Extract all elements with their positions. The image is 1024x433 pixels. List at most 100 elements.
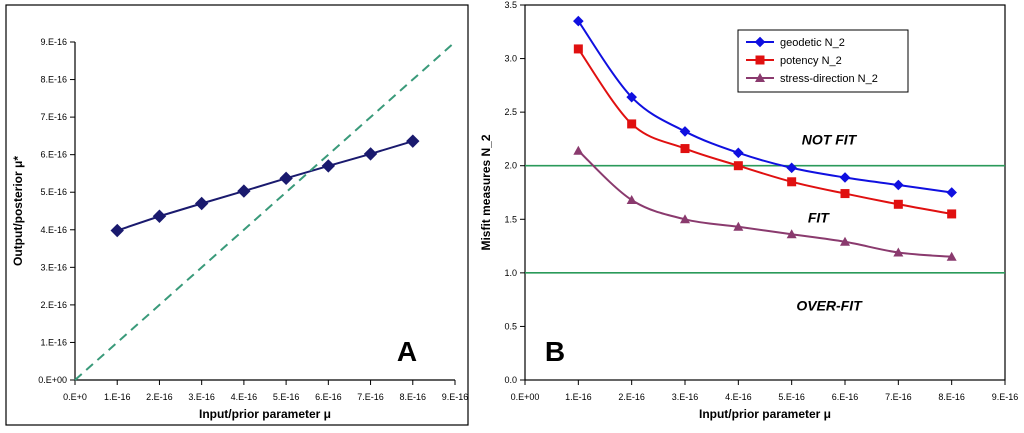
zone-annotation: FIT (808, 210, 830, 226)
plot-area-border (524, 4, 1006, 381)
data-point (573, 145, 584, 155)
series-1 (74, 41, 456, 381)
x-axis-label: Input/prior parameter μ (699, 407, 831, 421)
data-point (840, 189, 850, 199)
x-tick-label: 9.E-16 (992, 392, 1019, 402)
y-tick-label: 3.5 (504, 0, 517, 10)
data-point (786, 229, 797, 239)
y-tick-label: 6.E-16 (40, 150, 67, 160)
zone-annotation: NOT FIT (802, 131, 858, 147)
x-tick-label: 2.E-16 (618, 392, 645, 402)
y-tick-label: 9.E-16 (40, 37, 67, 47)
legend-marker (755, 55, 765, 65)
data-point (627, 119, 637, 129)
data-point (733, 161, 743, 171)
x-tick-label: 3.E-16 (672, 392, 699, 402)
x-tick-label: 5.E-16 (778, 392, 805, 402)
x-tick-label: 1.E-16 (565, 392, 592, 402)
y-tick-label: 7.E-16 (40, 112, 67, 122)
legend-label: potency N_2 (780, 55, 842, 67)
data-point (573, 44, 583, 54)
y-tick-label: 2.5 (504, 107, 517, 117)
data-point (363, 147, 378, 161)
data-point (733, 221, 744, 231)
legend-item: stress-direction N_2 (746, 73, 878, 85)
series-2 (573, 145, 957, 261)
y-tick-label: 0.E+00 (38, 375, 67, 385)
x-tick-label: 7.E-16 (357, 392, 384, 402)
y-tick-label: 2.E-16 (40, 300, 67, 310)
x-tick-label: 3.E-16 (188, 392, 215, 402)
legend-item: potency N_2 (746, 55, 842, 67)
data-point (893, 179, 904, 191)
chart-panel-a: 0.E+0 1.E-16 2.E-16 3.E-16 4.E-16 5.E-16 6.E-1… (5, 4, 469, 426)
data-point (626, 195, 637, 204)
x-tick-label: 0.E+0 (63, 392, 87, 402)
data-point (680, 144, 690, 154)
data-point (786, 162, 797, 174)
y-tick-label: 1.5 (504, 214, 517, 224)
legend-marker (754, 36, 766, 48)
data-point (946, 251, 957, 261)
x-tick-label: 9.E-16 (442, 392, 469, 402)
chart-panel-b: 0.E+00 1.E-16 2.E-16 3.E-16 4.E-16 5.E-16 6.E-… (479, 0, 1018, 421)
y-tick-label: 3.0 (504, 54, 517, 64)
y-tick-label: 0.5 (504, 321, 517, 331)
legend-label: geodetic N_2 (780, 37, 845, 49)
data-point (279, 171, 293, 186)
data-point (893, 199, 903, 209)
y-tick-label: 3.E-16 (40, 262, 67, 272)
x-tick-label: 0.E+00 (511, 392, 540, 402)
panel-label: A (397, 336, 417, 367)
y-tick-label: 2.0 (504, 161, 517, 171)
zone-annotation: OVER-FIT (796, 297, 863, 313)
x-axis-label: Input/prior parameter μ (199, 407, 331, 421)
series-line (116, 140, 414, 232)
data-point (110, 223, 124, 238)
series-1 (573, 44, 957, 219)
x-tick-label: 8.E-16 (400, 392, 427, 402)
x-tick-label: 6.E-16 (315, 392, 342, 402)
x-tick-label: 4.E-16 (231, 392, 258, 402)
x-tick-label: 7.E-16 (885, 392, 912, 402)
x-tick-label: 4.E-16 (725, 392, 752, 402)
y-tick-label: 1.0 (504, 268, 517, 278)
data-point (321, 159, 336, 173)
data-point (626, 91, 637, 103)
y-tick-label: 0.0 (504, 375, 517, 385)
data-point (237, 184, 251, 198)
y-axis-label: Misfit measures N_2 (479, 134, 493, 250)
series-0 (573, 15, 957, 198)
y-tick-label: 5.E-16 (40, 187, 67, 197)
data-point (152, 209, 167, 223)
legend-marker (755, 73, 765, 82)
panel-frame (5, 4, 469, 426)
data-point (839, 172, 851, 183)
x-tick-label: 6.E-16 (832, 392, 859, 402)
data-point (680, 214, 690, 224)
data-point (573, 15, 584, 27)
y-tick-label: 1.E-16 (40, 337, 67, 347)
x-tick-label: 5.E-16 (273, 392, 300, 402)
legend-label: stress-direction N_2 (780, 73, 878, 85)
legend-item: geodetic N_2 (746, 36, 845, 49)
data-point (946, 187, 957, 198)
y-tick-label: 8.E-16 (40, 75, 67, 85)
panel-label: B (545, 336, 565, 367)
x-tick-label: 8.E-16 (938, 392, 965, 402)
data-point (840, 236, 850, 246)
series-0 (110, 134, 420, 238)
data-point (194, 196, 209, 211)
data-point (406, 134, 420, 148)
data-point (787, 177, 797, 187)
series-line (74, 41, 456, 381)
x-tick-label: 2.E-16 (146, 392, 173, 402)
data-point (679, 126, 691, 137)
y-tick-label: 4.E-16 (40, 225, 67, 235)
x-tick-label: 1.E-16 (104, 392, 131, 402)
data-point (947, 209, 957, 219)
data-point (733, 147, 744, 159)
